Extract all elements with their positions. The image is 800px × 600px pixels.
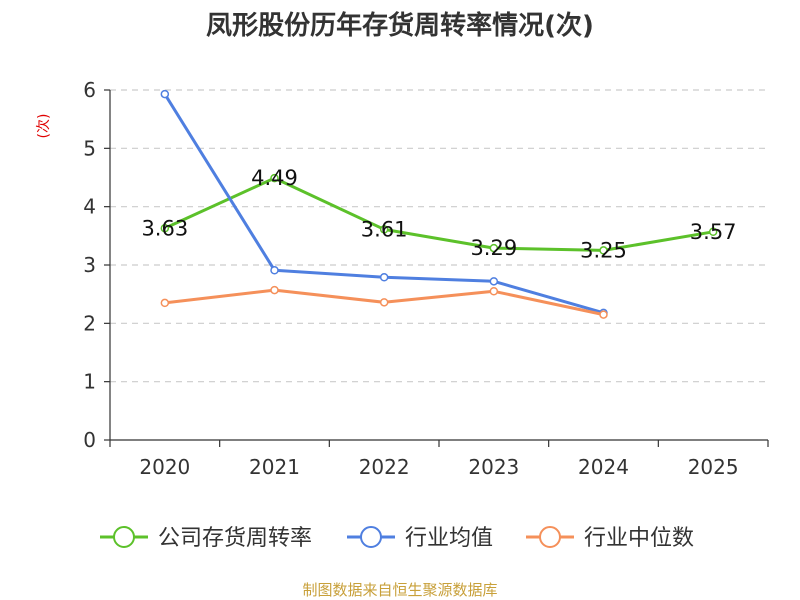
data-point — [379, 273, 389, 282]
source-note: 制图数据来自恒生聚源数据库 — [302, 581, 497, 599]
data-point — [708, 227, 718, 236]
legend-label: 行业均值 — [405, 526, 493, 551]
data-point — [489, 287, 499, 296]
legend-marker — [360, 526, 382, 548]
legend-marker — [539, 526, 561, 548]
legend-item-1[interactable]: 行业均值 — [347, 526, 493, 551]
x-tick-label: 2024 — [578, 455, 629, 479]
data-point — [270, 266, 279, 275]
data-point — [270, 285, 279, 295]
data-point — [599, 246, 608, 255]
y-tick-label: 0 — [83, 428, 96, 452]
data-label: 3.25 — [580, 238, 627, 262]
data-point — [160, 224, 170, 233]
y-tick-label: 6 — [83, 78, 96, 102]
data-label: 3.61 — [361, 217, 408, 241]
legend-label: 行业中位数 — [584, 526, 694, 551]
data-labels: 3.63 4.49 3.61 3.29 3.25 3.57 — [141, 166, 736, 262]
x-tick-label: 2023 — [468, 455, 519, 479]
data-point — [270, 173, 279, 183]
data-point — [599, 310, 608, 319]
data-point — [489, 277, 499, 286]
y-tick-label: 2 — [83, 311, 96, 335]
x-tick-label: 2021 — [249, 455, 300, 479]
data-label: 3.57 — [690, 220, 737, 244]
data-label: 3.63 — [141, 216, 188, 240]
legend-item-2[interactable]: 行业中位数 — [526, 526, 694, 551]
x-tick-label: 2022 — [359, 455, 410, 479]
data-label: 3.29 — [470, 236, 517, 260]
legend[interactable]: 公司存货周转率 行业均值 行业中位数 — [100, 526, 694, 551]
data-point — [160, 89, 170, 99]
x-tick-label: 2020 — [139, 455, 190, 479]
data-label: 4.49 — [251, 166, 298, 190]
series-line-0 — [164, 176, 714, 252]
data-point — [160, 298, 170, 308]
legend-label: 公司存货周转率 — [158, 526, 312, 551]
y-tick-label: 3 — [83, 253, 96, 277]
legend-item-0[interactable]: 公司存货周转率 — [100, 526, 312, 551]
axes: 0 1 2 3 4 5 6 2020 2021 2022 2023 2024 2025 — [83, 78, 769, 479]
data-point — [379, 225, 389, 234]
y-tick-label: 1 — [83, 370, 96, 394]
data-point — [379, 298, 389, 307]
chart-title: 凤形股份历年存货周转率情况(次) — [206, 10, 594, 41]
y-tick-label: 5 — [83, 136, 96, 160]
y-tick-label: 4 — [83, 195, 96, 219]
data-point — [489, 243, 499, 253]
y-axis-unit-label: (次) — [36, 114, 52, 139]
legend-marker — [113, 526, 135, 548]
grid-lines — [110, 89, 768, 383]
x-tick-label: 2025 — [688, 455, 739, 479]
series-lines — [160, 89, 718, 319]
